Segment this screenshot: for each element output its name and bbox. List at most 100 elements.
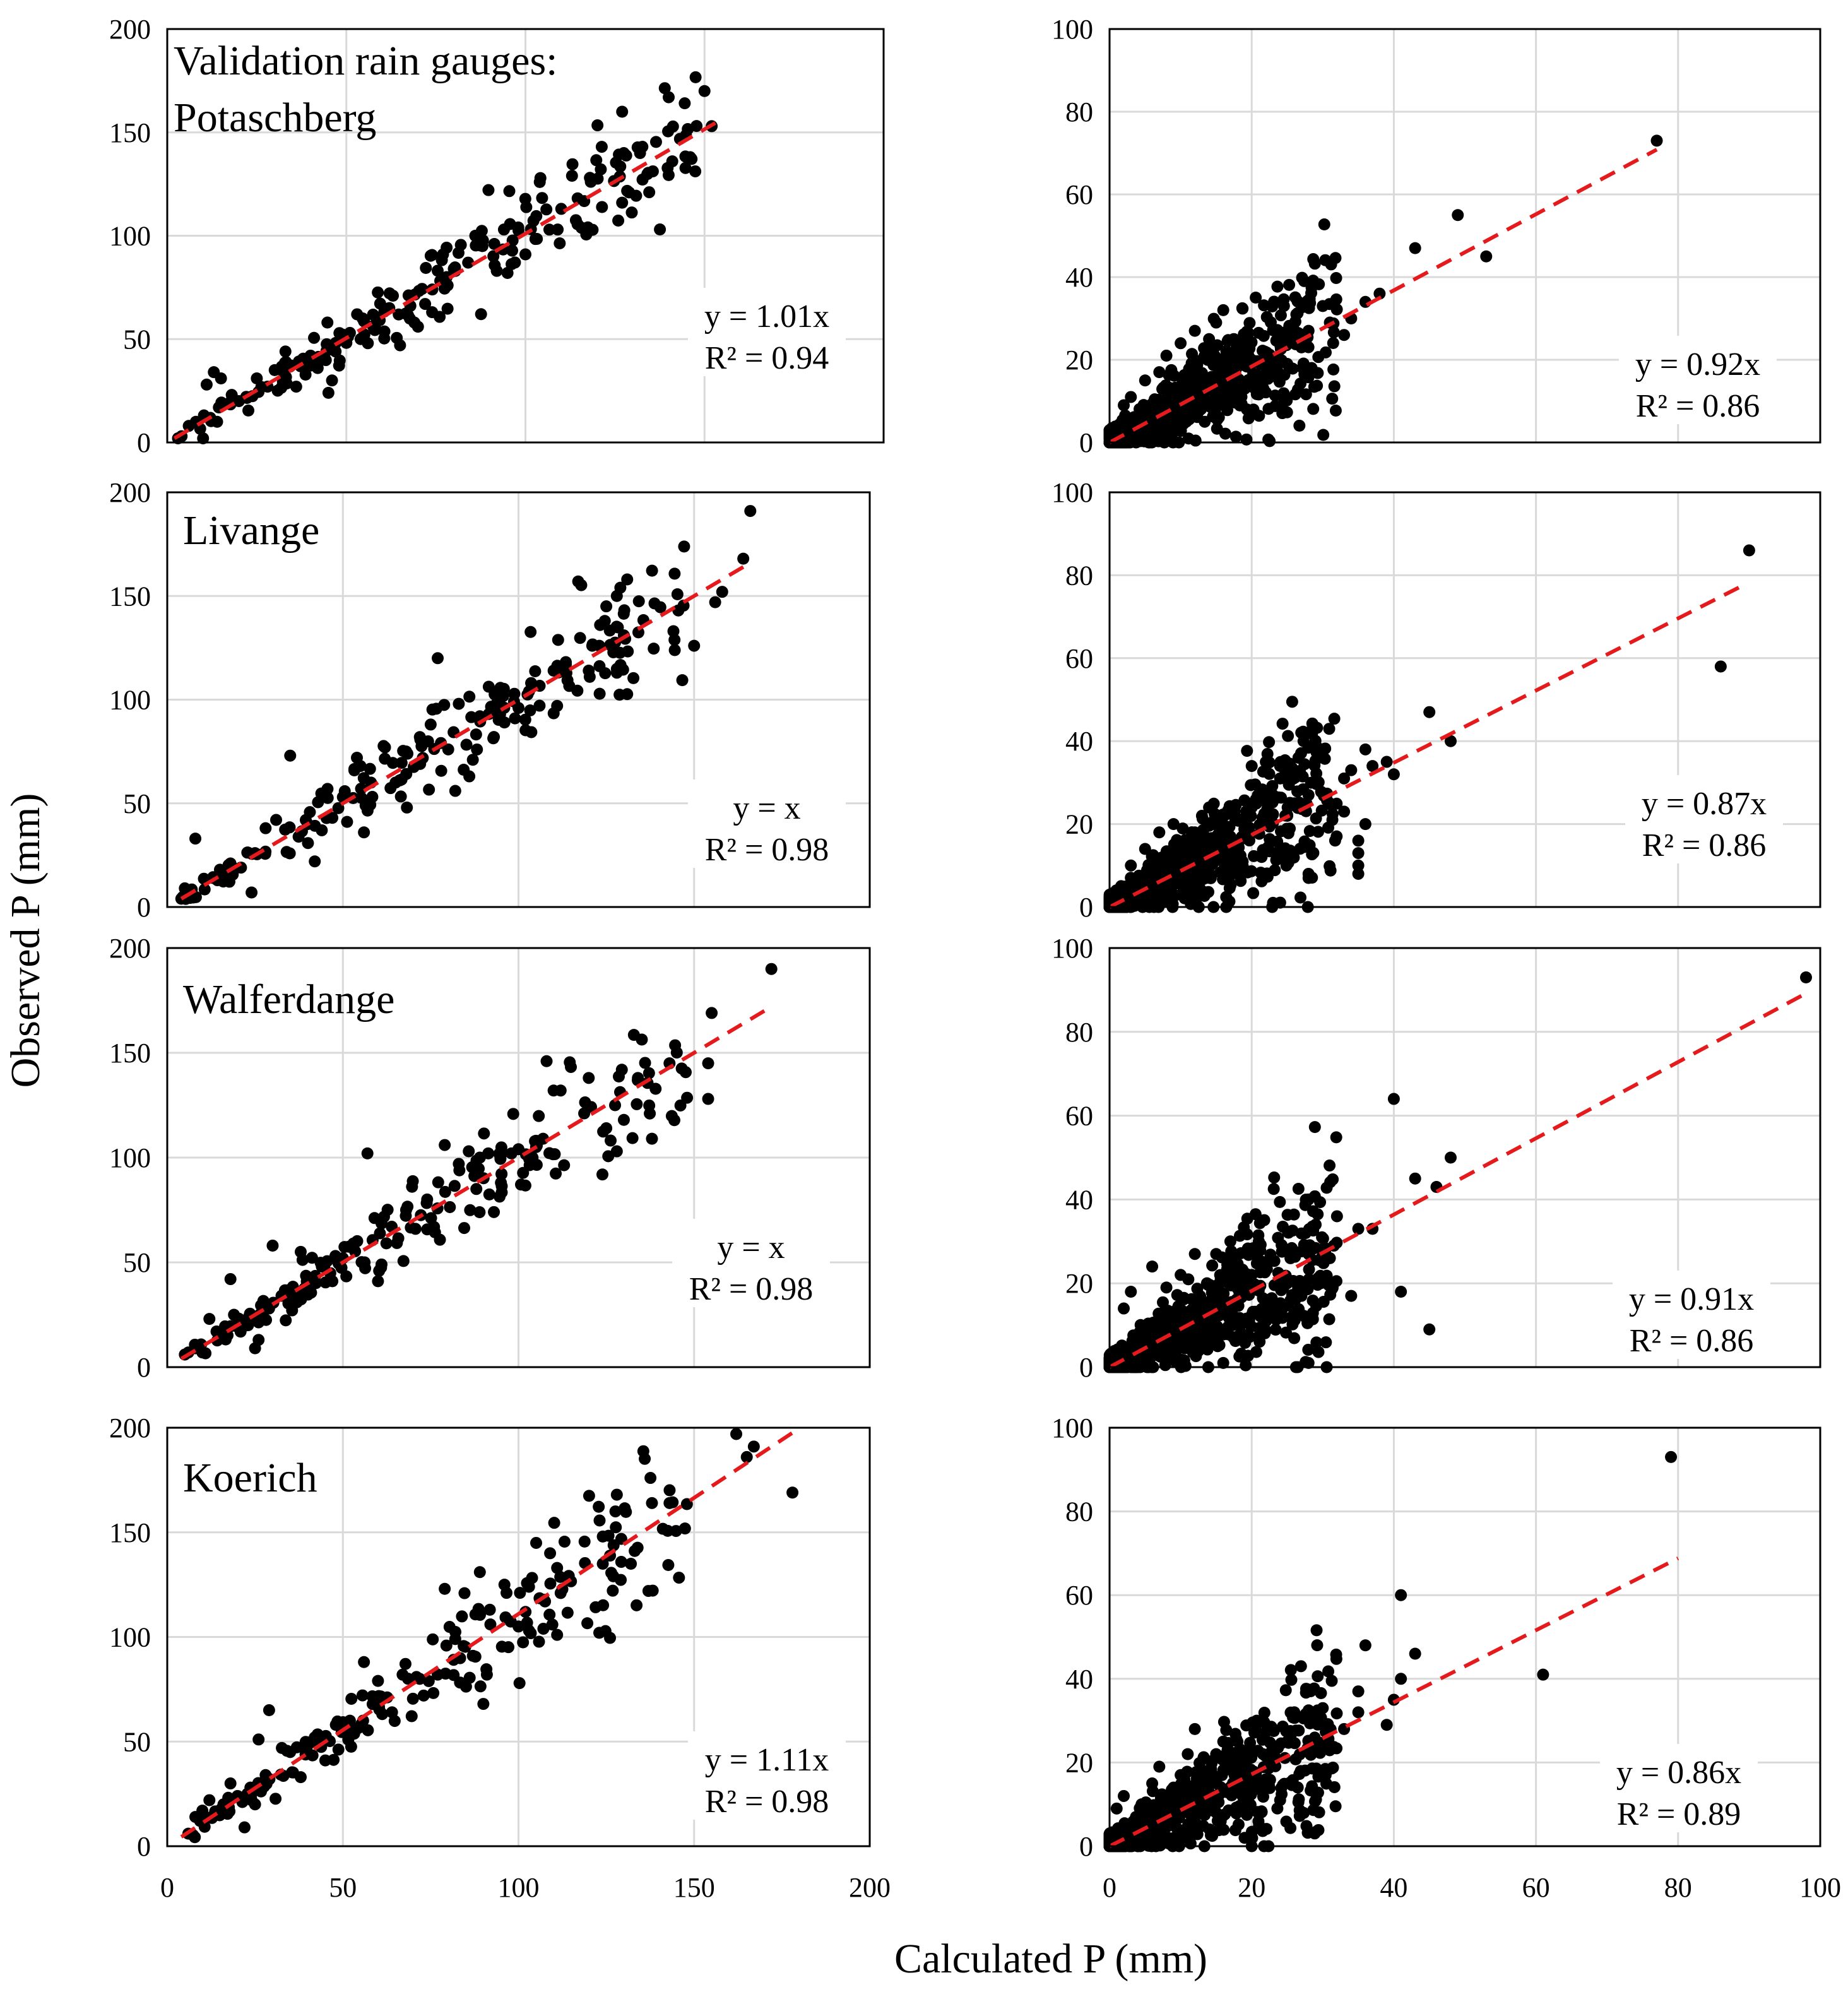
scatter-point <box>280 1314 292 1327</box>
scatter-point <box>443 1621 456 1633</box>
scatter-point <box>482 184 495 196</box>
scatter-point <box>1387 768 1400 781</box>
scatter-point <box>552 634 564 646</box>
scatter-point <box>372 1275 384 1288</box>
scatter-point <box>675 1062 688 1075</box>
fit-r-squared: R² = 0.98 <box>689 1271 814 1307</box>
scatter-point <box>621 573 634 586</box>
scatter-point <box>395 757 408 769</box>
scatter-point <box>1330 293 1342 305</box>
scatter-point <box>1301 1313 1314 1325</box>
fit-r-squared: R² = 0.89 <box>1617 1796 1741 1832</box>
scatter-point <box>1279 1684 1292 1697</box>
scatter-point <box>1210 1748 1223 1760</box>
scatter-point <box>458 1222 470 1235</box>
scatter-point <box>1207 857 1220 869</box>
scatter-point <box>596 1557 609 1570</box>
scatter-point <box>1294 1660 1307 1673</box>
plot-frame <box>1108 1426 1821 1847</box>
scatter-point <box>676 674 689 687</box>
scatter-point <box>579 1096 591 1108</box>
scatter-point <box>1292 327 1305 340</box>
scatter-point <box>666 155 678 168</box>
scatter-point <box>593 1500 605 1513</box>
scatter-point <box>1302 1193 1315 1206</box>
scatter-point <box>625 1557 637 1570</box>
scatter-point <box>1259 368 1272 381</box>
scatter-point <box>351 751 364 764</box>
scatter-point <box>547 665 560 677</box>
scatter-point <box>1110 1802 1123 1815</box>
scatter-point <box>1151 1832 1163 1844</box>
scatter-point <box>1320 346 1332 359</box>
scatter-point <box>1206 1316 1219 1329</box>
equation-background <box>1619 336 1777 424</box>
scatter-point <box>526 1151 539 1164</box>
scatter-point <box>1329 1800 1342 1813</box>
scatter-point <box>1235 875 1247 887</box>
scatter-point <box>1266 780 1279 792</box>
scatter-point <box>1257 766 1269 778</box>
scatter-point <box>431 264 444 277</box>
fit-line <box>180 563 748 901</box>
scatter-point <box>279 345 292 358</box>
scatter-point <box>392 1232 405 1245</box>
scatter-point <box>591 119 604 132</box>
x-tick-label: 0 <box>1103 1872 1116 1903</box>
y-tick-label: 40 <box>1065 262 1093 293</box>
scatter-point <box>632 1072 644 1084</box>
scatter-point <box>321 316 334 329</box>
scatter-point <box>1175 1311 1188 1324</box>
scatter-point <box>1118 1302 1130 1315</box>
scatter-point <box>1255 875 1268 887</box>
fit-r-squared: R² = 0.98 <box>705 1784 829 1820</box>
scatter-point <box>1182 834 1194 847</box>
scatter-point <box>1293 1303 1305 1315</box>
scatter-point <box>1245 336 1258 348</box>
scatter-point <box>1233 1350 1246 1363</box>
scatter-point <box>347 1237 360 1250</box>
scatter-point <box>706 1007 718 1019</box>
scatter-point <box>1292 1182 1305 1195</box>
scatter-point <box>1188 879 1200 891</box>
scatter-point <box>309 855 321 868</box>
y-tick-label: 100 <box>109 221 151 252</box>
scatter-point <box>1288 1332 1301 1344</box>
scatter-point <box>478 1127 490 1140</box>
scatter-point <box>1245 760 1258 773</box>
scatter-point <box>362 337 374 350</box>
scatter-point <box>1293 1810 1306 1822</box>
scatter-point <box>1125 1285 1137 1298</box>
scatter-point <box>646 564 658 577</box>
scatter-point <box>730 1428 743 1440</box>
scatter-point <box>1258 1317 1270 1330</box>
scatter-point <box>1330 1131 1342 1144</box>
y-tick-label: 100 <box>109 1622 151 1653</box>
plot-frame <box>166 491 871 908</box>
scatter-point <box>1327 326 1340 339</box>
scatter-point <box>420 261 432 274</box>
scatter-point <box>1338 805 1351 818</box>
scatter-point <box>636 173 649 186</box>
scatter-point <box>1247 1305 1259 1318</box>
scatter-point <box>449 1633 461 1645</box>
y-tick-label: 0 <box>137 1352 151 1383</box>
scatter-point <box>387 289 400 302</box>
scatter-point <box>1241 1212 1253 1225</box>
scatter-point <box>1310 1218 1322 1231</box>
scatter-point <box>524 704 536 717</box>
scatter-point <box>1294 891 1306 904</box>
y-tick-label: 40 <box>1065 1664 1093 1695</box>
scatter-point <box>578 1107 591 1120</box>
scatter-point <box>1257 1292 1269 1305</box>
scatter-point <box>1296 362 1309 374</box>
scatter-point <box>475 308 487 321</box>
scatter-point <box>400 768 413 780</box>
scatter-point <box>1140 406 1153 418</box>
scatter-point <box>284 749 297 762</box>
scatter-point <box>483 1188 495 1201</box>
scatter-point <box>453 697 465 710</box>
scatter-point <box>1323 1313 1336 1325</box>
scatter-point <box>1310 1336 1323 1349</box>
y-tick-label: 100 <box>1051 477 1093 508</box>
